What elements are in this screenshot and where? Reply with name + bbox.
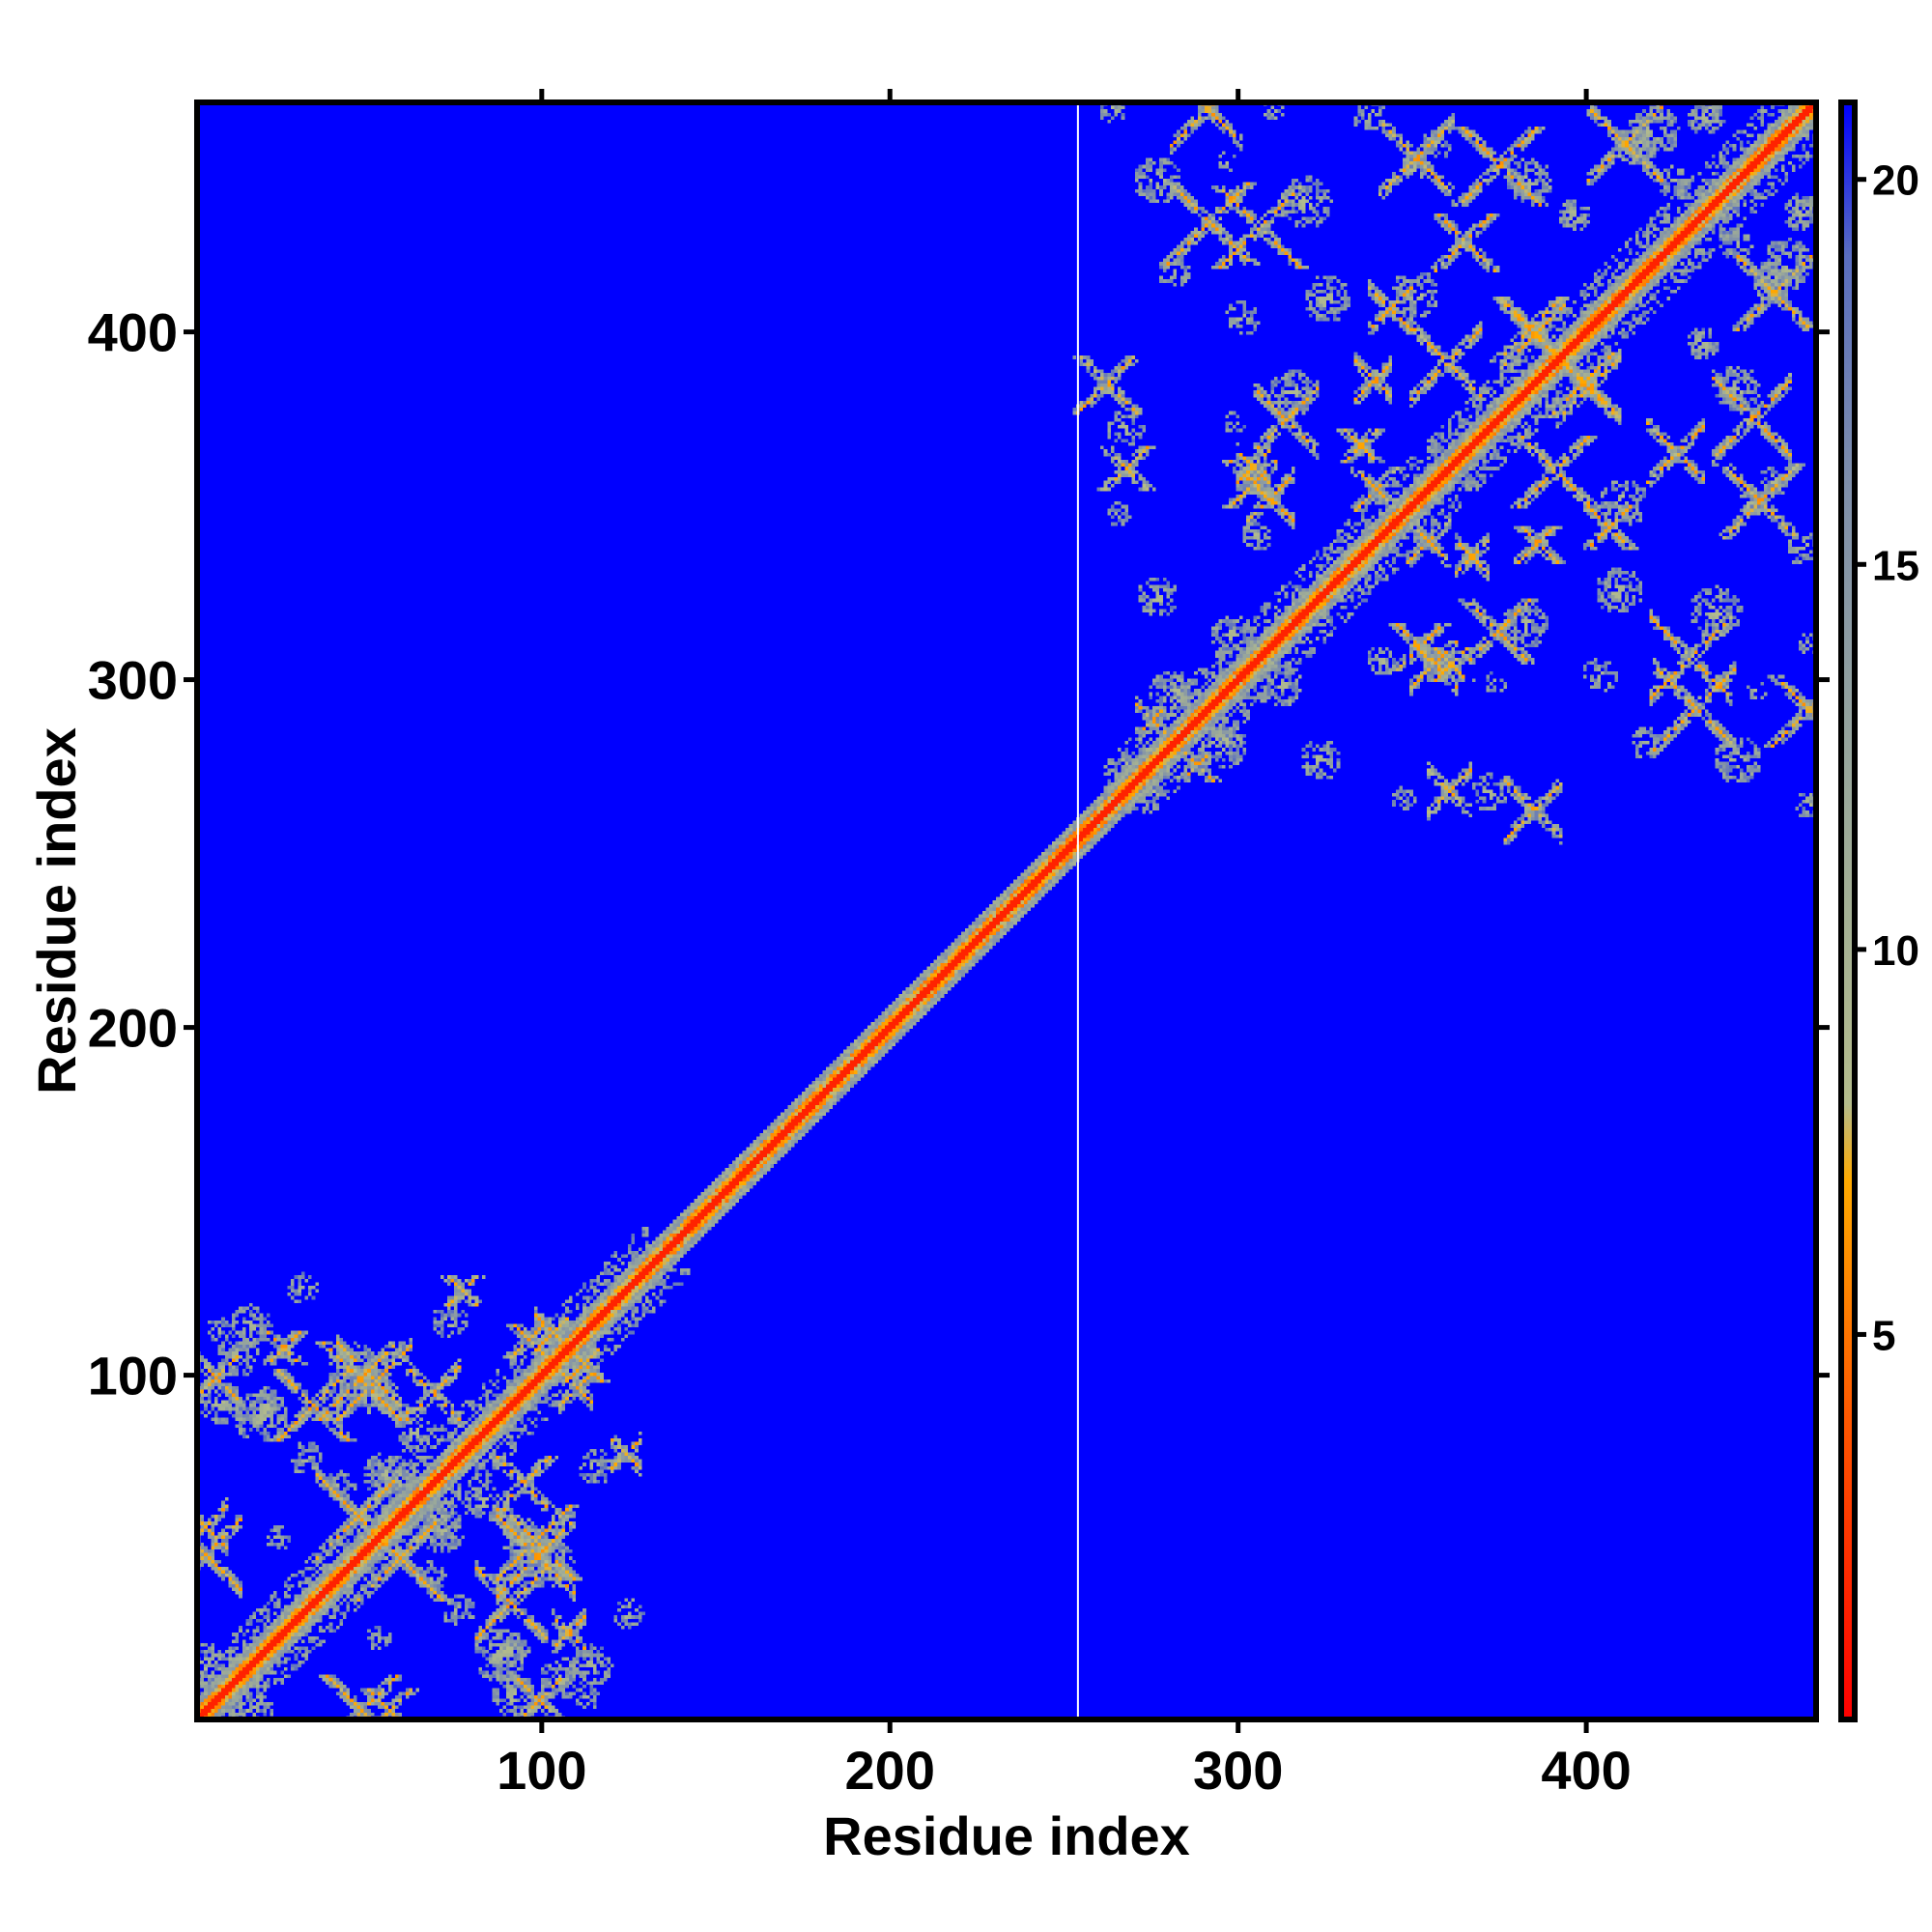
y-tick-label: 100 <box>88 1346 178 1406</box>
colorbar-tick-label: 15 <box>1872 542 1919 589</box>
x-tick-label: 300 <box>1193 1740 1283 1801</box>
y-tick-label: 200 <box>88 998 178 1059</box>
colorbar-ticks: 5 10 15 20 <box>1855 157 1919 1359</box>
x-tick-label: 200 <box>845 1740 935 1801</box>
x-tick-label: 400 <box>1541 1740 1631 1801</box>
y-axis: 100 200 300 400 <box>88 302 1830 1406</box>
colorbar-tick-label: 20 <box>1872 157 1919 205</box>
colorbar <box>1838 99 1858 1722</box>
y-tick-label: 400 <box>88 302 178 363</box>
y-tick-label: 300 <box>88 650 178 711</box>
heatmap-cells <box>197 102 1816 1719</box>
heatmap-image <box>197 102 1816 1719</box>
x-tick-label: 100 <box>497 1740 586 1801</box>
plot-frame <box>194 99 1819 1722</box>
colorbar-tick-label: 10 <box>1872 927 1919 975</box>
y-axis-title: Residue index <box>26 727 87 1094</box>
x-axis-title: Residue index <box>823 1805 1190 1866</box>
colorbar-tick-label: 5 <box>1872 1312 1895 1359</box>
x-axis: 100 200 300 400 <box>497 89 1632 1801</box>
